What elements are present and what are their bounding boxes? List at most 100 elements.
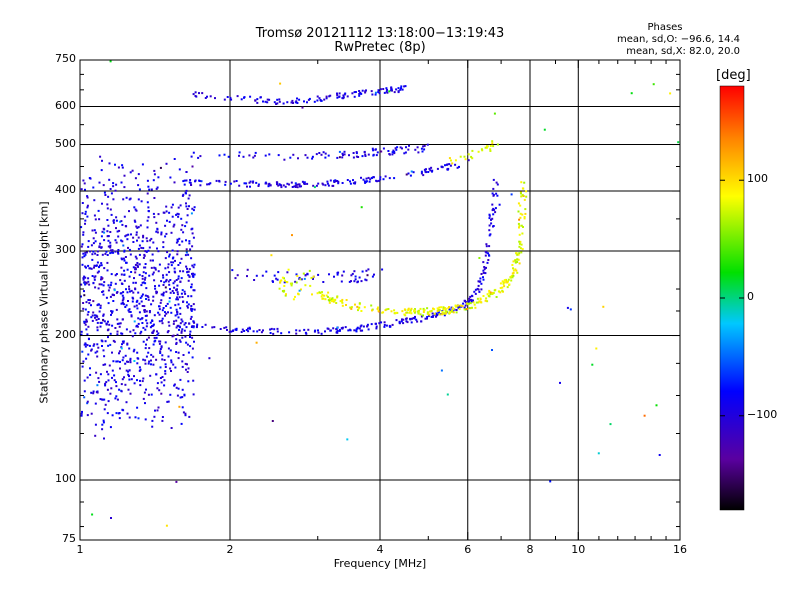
data-point	[132, 241, 135, 243]
data-point	[192, 379, 195, 382]
data-point	[189, 330, 192, 333]
data-point	[80, 226, 83, 229]
data-point	[292, 298, 295, 301]
data-point	[279, 281, 282, 284]
data-point	[185, 368, 187, 371]
data-point	[293, 185, 296, 188]
data-point	[382, 178, 385, 181]
data-point	[192, 266, 195, 269]
data-point	[91, 258, 94, 261]
data-point	[352, 152, 355, 154]
data-point	[129, 357, 132, 360]
data-point	[372, 154, 375, 157]
data-point	[407, 309, 410, 312]
data-point	[240, 98, 243, 101]
data-point	[409, 317, 412, 320]
data-point	[100, 262, 103, 265]
data-point	[230, 98, 233, 101]
data-point	[468, 307, 471, 310]
data-point	[86, 344, 89, 347]
data-point	[283, 289, 286, 292]
data-point	[317, 182, 320, 185]
data-point	[84, 283, 87, 286]
x-axis-label: Frequency [MHz]	[333, 557, 427, 570]
data-point	[168, 283, 171, 286]
data-point	[273, 101, 276, 104]
data-point	[168, 271, 171, 274]
data-point	[110, 273, 113, 276]
data-point	[125, 369, 128, 372]
data-point	[88, 338, 90, 341]
data-point	[246, 185, 248, 188]
data-point	[503, 285, 506, 288]
data-point	[118, 322, 121, 325]
data-point	[233, 180, 236, 183]
data-point	[179, 322, 182, 325]
data-point	[433, 308, 436, 311]
data-point	[152, 355, 155, 358]
data-point	[291, 186, 294, 188]
data-point	[123, 259, 126, 262]
data-point	[181, 388, 184, 391]
data-point	[243, 330, 246, 332]
data-point	[92, 392, 95, 395]
data-point	[178, 339, 181, 342]
data-point	[148, 188, 151, 191]
data-point	[401, 318, 403, 321]
data-point	[240, 331, 243, 333]
data-point	[106, 207, 109, 210]
data-point	[219, 328, 222, 330]
data-point	[317, 331, 320, 334]
data-point	[102, 313, 105, 316]
data-point	[100, 283, 103, 286]
data-point	[132, 236, 135, 239]
data-point	[184, 362, 187, 365]
data-point	[519, 240, 522, 243]
data-point	[100, 321, 103, 324]
data-point	[506, 286, 509, 289]
data-point	[518, 233, 521, 236]
data-point	[341, 182, 344, 184]
data-point	[138, 253, 141, 256]
data-point	[441, 313, 443, 316]
data-point	[140, 246, 143, 249]
data-point	[464, 308, 467, 311]
data-point	[164, 314, 166, 317]
data-point	[137, 417, 140, 420]
data-point	[253, 154, 256, 157]
y-tick-label: 400	[55, 183, 76, 197]
data-point	[159, 350, 162, 353]
data-point	[349, 329, 352, 332]
data-point	[366, 274, 369, 277]
data-point	[420, 320, 423, 323]
data-point	[189, 248, 192, 251]
data-point	[142, 281, 145, 284]
data-point	[139, 224, 142, 227]
data-point	[482, 276, 484, 279]
data-point	[92, 242, 95, 245]
data-point	[161, 322, 164, 325]
data-point	[183, 179, 186, 182]
data-point	[432, 307, 434, 310]
data-point	[106, 261, 109, 264]
data-point	[144, 263, 147, 265]
data-point	[120, 239, 123, 242]
data-point	[138, 273, 141, 276]
data-point	[114, 327, 117, 329]
data-point	[86, 215, 89, 218]
data-point	[420, 172, 423, 175]
data-point	[191, 232, 194, 235]
data-point	[306, 272, 309, 275]
data-point	[118, 417, 121, 420]
data-point	[145, 314, 148, 317]
data-point	[521, 213, 524, 216]
data-point	[422, 307, 425, 310]
data-point	[437, 311, 440, 314]
data-point	[342, 270, 345, 273]
data-point	[160, 346, 163, 349]
stats-heading: Phases	[647, 22, 683, 33]
data-point	[489, 293, 492, 296]
data-point	[376, 180, 378, 183]
data-point	[499, 287, 502, 289]
y-tick-label: 75	[62, 532, 76, 545]
